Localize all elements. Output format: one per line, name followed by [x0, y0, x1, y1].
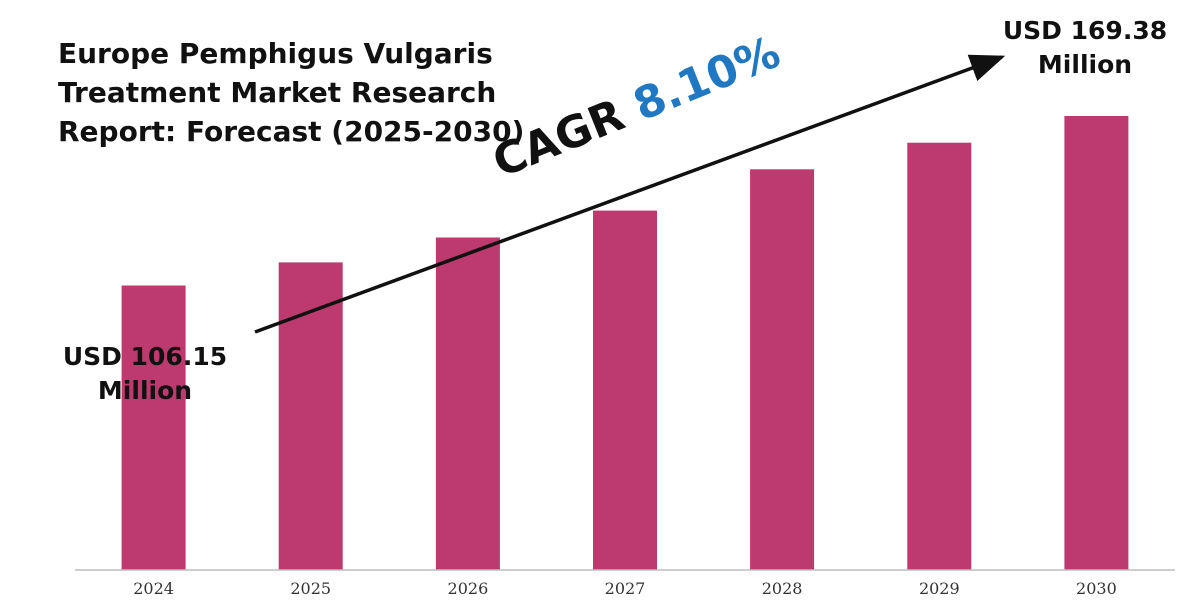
title-line-2: Treatment Market Research — [58, 76, 497, 109]
end-value-amount: USD 169.38 — [1002, 16, 1168, 45]
x-tick-2029: 2029 — [919, 579, 960, 598]
start-value-amount: USD 106.15 — [62, 342, 228, 371]
bar-2029 — [907, 142, 972, 570]
bar-2030 — [1064, 116, 1129, 570]
title-line-3: Report: Forecast (2025-2030) — [58, 115, 525, 148]
end-value-callout: USD 169.38 Million — [985, 14, 1185, 82]
growth-trend-arrow — [254, 54, 1006, 334]
bar-2028 — [750, 169, 815, 571]
x-tick-2028: 2028 — [762, 579, 803, 598]
start-value-callout: USD 106.15 Million — [40, 340, 250, 408]
x-tick-2026: 2026 — [448, 579, 489, 598]
x-tick-2025: 2025 — [290, 579, 331, 598]
title-line-1: Europe Pemphigus Vulgaris — [58, 37, 493, 70]
x-tick-2030: 2030 — [1076, 579, 1117, 598]
bar-series — [121, 116, 1129, 571]
bar-2025 — [278, 262, 343, 570]
start-value-unit: Million — [97, 376, 193, 405]
bar-2027 — [593, 210, 657, 570]
chart-title: Europe Pemphigus Vulgaris Treatment Mark… — [58, 34, 528, 151]
x-tick-2024: 2024 — [133, 579, 174, 598]
x-axis-tick-labels: 2024 2025 2026 2027 2028 2029 2030 — [133, 579, 1117, 598]
bar-2026 — [435, 237, 500, 570]
end-value-unit: Million — [1037, 50, 1133, 79]
x-tick-2027: 2027 — [605, 579, 646, 598]
bar-2024 — [121, 285, 186, 570]
